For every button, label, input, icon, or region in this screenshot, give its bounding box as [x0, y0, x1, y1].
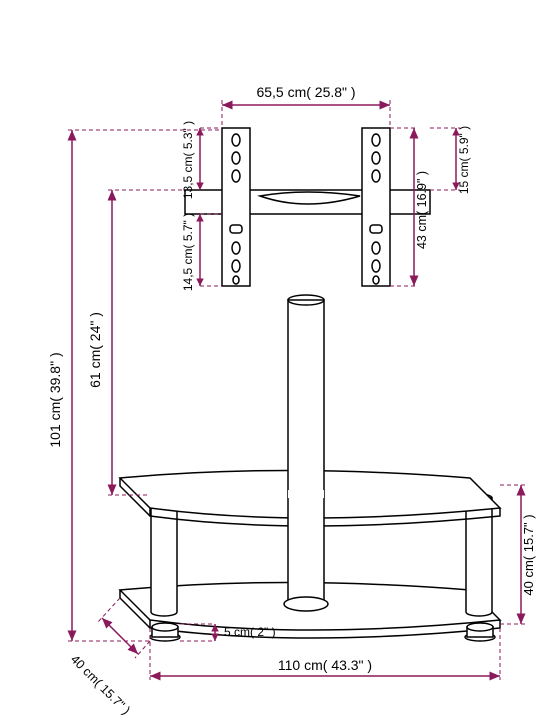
label-mid-height: 61 cm( 24" ) — [87, 312, 103, 388]
dim-mid-height: 61 cm( 24" ) — [87, 190, 185, 495]
label-shelf-height: 40 cm( 15.7" ) — [521, 514, 536, 595]
dim-total-height: 101 cm( 39.8" ) — [47, 130, 222, 641]
bracket-holes — [230, 134, 382, 284]
dim-mount-bottom-gap: 14,5 cm( 5.7" ) — [181, 213, 222, 291]
label-total-height: 101 cm( 39.8" ) — [47, 352, 63, 447]
label-mount-top-gap: 13,5 cm( 5.3" ) — [181, 121, 195, 199]
label-mount-height: 43 cm( 16.9" ) — [415, 171, 429, 249]
label-foot-height: 5 cm( 2" ) — [224, 625, 276, 639]
dim-mount-width: 65,5 cm( 25.8" ) — [222, 84, 390, 128]
tv-mount — [185, 128, 430, 286]
dimension-drawing: 101 cm( 39.8" ) 61 cm( 24" ) 65,5 cm( 25… — [0, 0, 540, 720]
label-base-depth: 40 cm( 15.7" ) — [68, 652, 133, 717]
label-base-width: 110 cm( 43.3" ) — [278, 657, 372, 673]
dim-shelf-height: 40 cm( 15.7" ) — [500, 485, 536, 624]
dim-mount-height: 43 cm( 16.9" ) — [390, 128, 429, 286]
label-mount-bottom-gap: 14,5 cm( 5.7" ) — [181, 213, 195, 291]
label-side-gap: 15 cm( 5.9" ) — [457, 126, 471, 194]
tv-stand — [120, 128, 500, 641]
diagram-container: { "type": "dimension-diagram", "colors":… — [0, 0, 540, 720]
dim-mount-top-gap: 13,5 cm( 5.3" ) — [181, 121, 222, 199]
label-mount-width: 65,5 cm( 25.8" ) — [256, 84, 355, 100]
dim-base-width: 110 cm( 43.3" ) — [150, 628, 500, 680]
dim-side-gap: 15 cm( 5.9" ) — [430, 126, 471, 194]
